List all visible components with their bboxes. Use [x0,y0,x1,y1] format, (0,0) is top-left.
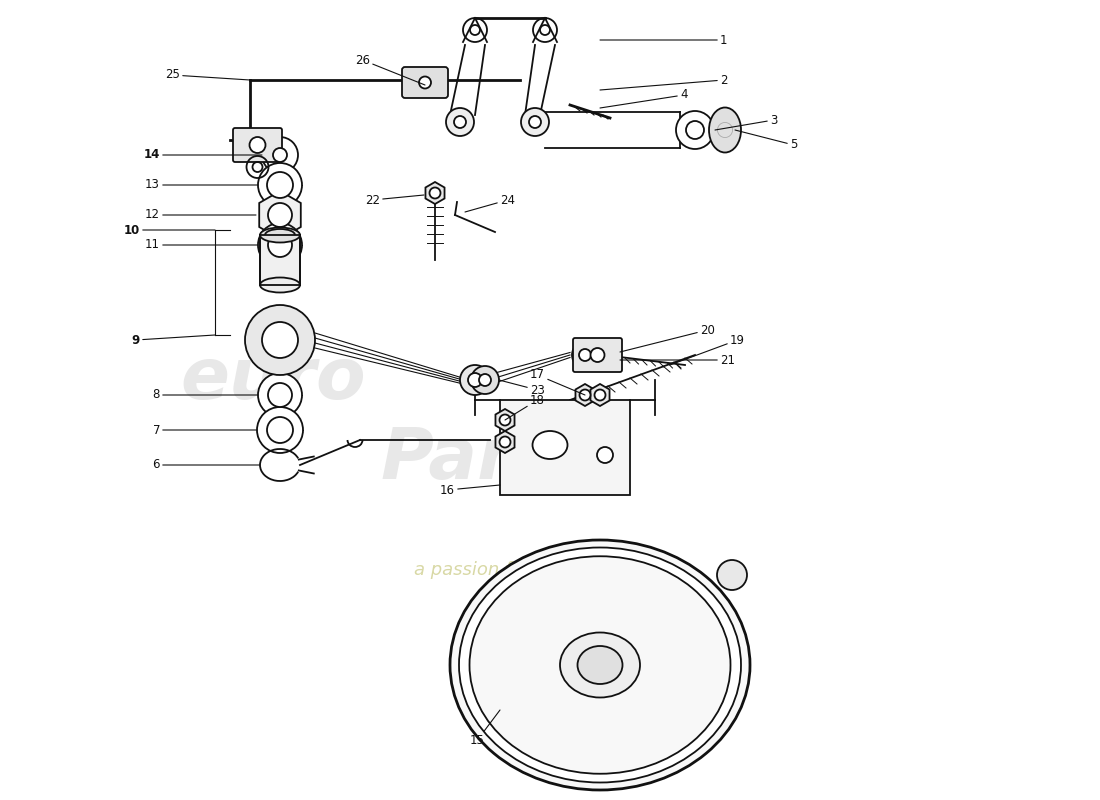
Polygon shape [426,182,444,204]
Text: 26: 26 [355,54,425,85]
Text: 21: 21 [620,354,735,366]
Ellipse shape [560,633,640,698]
Text: 24: 24 [465,194,515,212]
Circle shape [250,137,265,153]
Text: 23: 23 [499,380,544,397]
Text: 6: 6 [153,458,260,471]
Circle shape [594,390,605,401]
Text: 22: 22 [365,194,424,206]
Circle shape [245,305,315,375]
Circle shape [676,111,714,149]
Polygon shape [591,384,609,406]
FancyBboxPatch shape [402,67,448,98]
Circle shape [597,447,613,463]
Text: 10: 10 [123,223,214,237]
Text: Parts: Parts [379,426,591,494]
Text: 2: 2 [600,74,727,90]
Text: a passion for Parts since 1985: a passion for Parts since 1985 [415,561,685,579]
Circle shape [579,349,591,361]
Circle shape [258,163,303,207]
Ellipse shape [260,227,300,242]
Polygon shape [260,191,300,239]
Text: 4: 4 [600,89,688,108]
Circle shape [258,373,303,417]
Circle shape [429,187,440,198]
Ellipse shape [578,646,623,684]
Circle shape [572,342,598,368]
Text: 25: 25 [165,69,250,82]
Text: 12: 12 [145,209,256,222]
Ellipse shape [710,107,741,153]
Text: 9: 9 [132,334,214,346]
Circle shape [686,121,704,139]
Circle shape [521,108,549,136]
Circle shape [257,407,303,453]
Circle shape [258,223,303,267]
Text: 19: 19 [670,334,745,365]
Polygon shape [575,384,594,406]
Ellipse shape [459,547,741,782]
Ellipse shape [470,556,730,774]
Polygon shape [495,409,515,431]
Circle shape [471,366,499,394]
Text: 16: 16 [440,483,500,497]
Bar [260,235,300,285]
Circle shape [267,417,293,443]
Ellipse shape [532,431,568,459]
Text: 14: 14 [144,149,262,162]
Circle shape [580,390,591,401]
Circle shape [446,108,474,136]
Text: 7: 7 [153,423,257,437]
Circle shape [717,560,747,590]
Circle shape [478,374,491,386]
Text: 1: 1 [600,34,727,46]
Ellipse shape [260,278,300,293]
Polygon shape [495,431,515,453]
Text: 11: 11 [145,238,258,251]
Circle shape [267,172,293,198]
Circle shape [499,414,510,426]
Ellipse shape [450,540,750,790]
Circle shape [460,365,490,395]
Circle shape [419,77,431,89]
Circle shape [268,383,292,407]
Circle shape [262,322,298,358]
FancyBboxPatch shape [233,128,282,162]
Circle shape [499,437,510,447]
Bar [260,235,300,285]
Circle shape [268,233,292,257]
Circle shape [468,373,482,387]
Circle shape [262,137,298,173]
Text: 17: 17 [530,369,585,395]
Text: 15: 15 [470,710,500,746]
Text: 8: 8 [153,389,258,402]
FancyBboxPatch shape [573,338,622,372]
Circle shape [454,116,466,128]
Text: 13: 13 [145,178,258,191]
Circle shape [273,148,287,162]
Text: 20: 20 [620,323,715,352]
Circle shape [529,116,541,128]
Text: 5: 5 [735,130,798,151]
Text: 18: 18 [505,394,544,420]
Circle shape [591,348,605,362]
Bar [500,400,630,495]
Circle shape [268,203,292,227]
Text: euro: euro [180,346,365,414]
Text: 3: 3 [715,114,778,130]
